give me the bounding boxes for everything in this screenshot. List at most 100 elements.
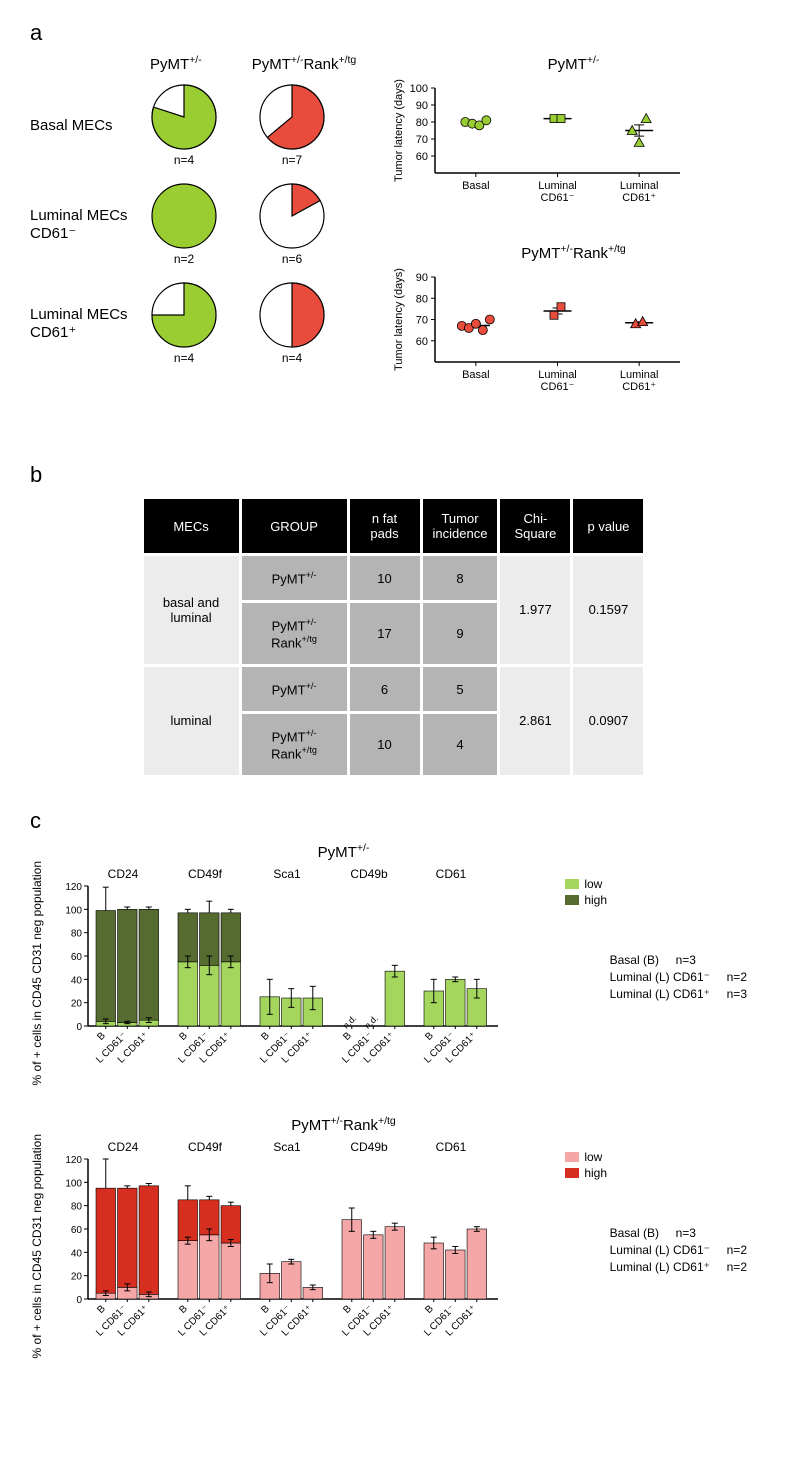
scatter-section: PyMT+/-60708090100BasalLuminalCD61⁻Lumin… [390,54,757,432]
svg-text:B: B [177,1304,190,1317]
n-cell: 10 [350,556,420,600]
svg-text:CD24: CD24 [108,867,139,881]
p-cell: 0.1597 [573,556,643,664]
svg-text:40: 40 [71,975,83,986]
panel-c: PyMT+/- % of + cells in CD45 CD31 neg po… [30,842,757,1359]
table-row: luminal PyMT+/- 6 5 2.861 0.0907 [144,667,644,711]
svg-text:100: 100 [65,905,82,916]
scatter-title: PyMT+/-Rank+/tg [390,243,757,262]
table-header: GROUP [242,499,347,553]
mec-cell: luminal [144,667,239,775]
ti-cell: 4 [423,714,498,775]
svg-text:0: 0 [76,1295,82,1306]
svg-text:B: B [341,1030,354,1043]
svg-text:60: 60 [71,952,83,963]
p-cell: 0.0907 [573,667,643,775]
ti-cell: 8 [423,556,498,600]
panel-b: MECsGROUPn fat padsTumor incidenceChi-Sq… [30,496,757,778]
svg-text:CD61: CD61 [436,867,467,881]
bar-legend: low high [565,877,607,909]
legend-low: low [584,1150,602,1164]
scatter-title: PyMT+/- [390,54,757,73]
svg-text:B: B [259,1030,272,1043]
n-cell: 6 [350,667,420,711]
svg-text:90: 90 [416,100,428,112]
legend-high: high [584,1166,607,1180]
pie-n: n=2 [150,252,218,266]
svg-text:120: 120 [65,1155,82,1166]
bar-title: PyMT+/- [0,842,757,861]
svg-text:CD49f: CD49f [188,1140,223,1154]
pie-chart [150,83,218,151]
table-row: basal and luminal PyMT+/- 10 8 1.977 0.1… [144,556,644,600]
svg-text:20: 20 [71,1272,83,1283]
pie-chart [150,281,218,349]
pie-n: n=7 [258,153,326,167]
svg-text:80: 80 [71,1202,83,1213]
sample-info: Basal (B) n=3Luminal (L) CD61⁻ n=2Lumina… [610,952,747,1002]
svg-text:CD49f: CD49f [188,867,223,881]
svg-text:90: 90 [416,272,428,284]
svg-text:Basal: Basal [462,180,490,192]
panel-b-label: b [30,462,757,488]
svg-text:0: 0 [76,1022,82,1033]
svg-text:B: B [259,1304,272,1317]
svg-text:Luminal: Luminal [620,180,659,192]
svg-text:B: B [95,1030,108,1043]
bar-legend: low high [565,1150,607,1182]
n-cell: 17 [350,603,420,664]
svg-text:100: 100 [65,1179,82,1190]
bar-ylabel: % of + cells in CD45 CD31 neg population [30,1134,48,1358]
svg-text:80: 80 [71,929,83,940]
bar-ylabel: % of + cells in CD45 CD31 neg population [30,861,48,1085]
pie-header-1: PyMT+/- [150,54,202,73]
svg-text:Sca1: Sca1 [273,867,301,881]
scatter-plot: 60708090100BasalLuminalCD61⁻LuminalCD61⁺… [390,78,690,218]
n-cell: 10 [350,714,420,775]
svg-text:60: 60 [416,151,428,163]
pie-row-label: Luminal MECsCD61⁻ [30,207,150,242]
pie-chart [258,83,326,151]
svg-text:Basal: Basal [462,369,490,381]
scatter-plot: 60708090BasalLuminalCD61⁻LuminalCD61⁺Tum… [390,267,690,407]
table-header: Chi-Square [500,499,570,553]
ti-cell: 9 [423,603,498,664]
panel-a-label: a [30,20,757,46]
legend-high: high [584,893,607,907]
group-cell: PyMT+/- [242,667,347,711]
bar-chart: 020406080100120CD24BL CD61⁻L CD61⁺CD49fB… [48,861,508,1081]
ti-cell: 5 [423,667,498,711]
svg-text:B: B [423,1030,436,1043]
svg-text:CD61⁻: CD61⁻ [541,192,575,204]
pie-chart [150,182,218,250]
table-header: p value [573,499,643,553]
svg-text:CD61⁻: CD61⁻ [541,381,575,393]
panel-a: PyMT+/- PyMT+/-Rank+/tg Basal MECs n=4 n… [30,54,757,432]
panel-c-label: c [30,808,757,834]
svg-text:Luminal: Luminal [538,180,577,192]
svg-text:Luminal: Luminal [620,369,659,381]
svg-text:n.d.: n.d. [362,1013,380,1031]
svg-text:80: 80 [416,117,428,129]
table-header: Tumor incidence [423,499,498,553]
sample-info: Basal (B) n=3Luminal (L) CD61⁻ n=2Lumina… [610,1225,747,1275]
pie-section: PyMT+/- PyMT+/-Rank+/tg Basal MECs n=4 n… [30,54,360,432]
svg-text:B: B [177,1030,190,1043]
pie-chart [258,281,326,349]
pie-n: n=6 [258,252,326,266]
svg-text:60: 60 [71,1225,83,1236]
svg-text:B: B [95,1304,108,1317]
pie-chart [258,182,326,250]
svg-text:CD24: CD24 [108,1140,139,1154]
svg-text:70: 70 [416,315,428,327]
svg-text:Tumor latency (days): Tumor latency (days) [393,79,405,182]
svg-text:40: 40 [71,1249,83,1260]
svg-text:CD49b: CD49b [350,1140,388,1154]
svg-text:20: 20 [71,999,83,1010]
svg-text:CD61⁺: CD61⁺ [622,192,656,204]
pie-header-2: PyMT+/-Rank+/tg [252,54,357,73]
bar-title: PyMT+/-Rank+/tg [0,1115,757,1134]
pie-n: n=4 [150,351,218,365]
bar-chart: 020406080100120CD24BL CD61⁻L CD61⁺CD49fB… [48,1134,508,1354]
svg-text:B: B [341,1304,354,1317]
